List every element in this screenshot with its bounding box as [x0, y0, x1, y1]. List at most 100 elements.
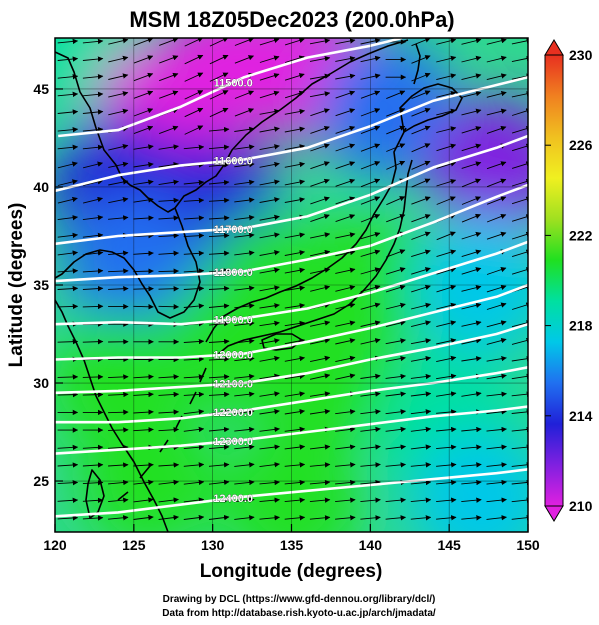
wind-arrow-378	[486, 178, 507, 188]
wind-arrow-149	[461, 391, 482, 397]
wind-arrow-274	[259, 267, 280, 274]
wind-arrow-323	[57, 215, 79, 221]
wind-arrow-229	[82, 303, 104, 310]
wind-arrow-446	[284, 108, 306, 115]
wind-arrow-231	[133, 304, 154, 310]
wind-arrow-493	[511, 73, 528, 80]
wind-arrow-206	[461, 338, 482, 345]
wind-arrow-205	[436, 338, 457, 345]
contour-line-5	[55, 283, 528, 361]
wind-arrow-529	[461, 38, 482, 45]
wind-arrow-113	[511, 426, 528, 433]
wind-arrow-284	[511, 267, 528, 275]
wind-arrow-228	[57, 303, 79, 310]
wind-arrow-248	[82, 285, 104, 292]
wind-arrow-261	[411, 284, 431, 293]
wind-arrow-2	[108, 515, 129, 521]
wind-arrow-511	[486, 55, 507, 63]
contour-line-6	[55, 322, 528, 395]
wind-arrow-239	[335, 302, 356, 310]
wind-arrow-521	[259, 38, 280, 46]
wind-arrow-224	[436, 320, 457, 328]
wind-arrow-152	[57, 374, 79, 380]
wind-arrow-375	[411, 178, 431, 188]
wind-arrow-292	[234, 250, 255, 256]
wind-arrow-304	[57, 232, 79, 239]
wind-arrow-277	[335, 267, 356, 274]
wind-arrow-365	[158, 179, 179, 186]
wind-arrow-78	[108, 444, 129, 451]
wind-arrow-143	[309, 391, 331, 397]
wind-arrow-81	[183, 444, 205, 450]
wind-arrow-33	[410, 497, 432, 503]
wind-arrow-325	[108, 215, 129, 221]
wind-arrow-122	[259, 408, 280, 415]
wind-arrow-181	[310, 355, 331, 363]
wind-arrow-501	[234, 55, 255, 64]
wind-arrow-98	[133, 427, 154, 433]
wind-arrow-505	[335, 55, 356, 62]
wind-arrow-247	[57, 285, 79, 292]
wind-arrow-52	[410, 479, 432, 486]
y-tick-label-2: 35	[33, 277, 49, 293]
wind-arrow-412	[386, 143, 406, 152]
wind-arrow-401	[108, 143, 129, 151]
wind-arrow-65	[259, 462, 280, 468]
wind-arrow-19	[57, 497, 79, 504]
wind-arrow-530	[486, 38, 507, 45]
wind-arrow-423	[184, 125, 204, 135]
wind-arrow-162	[310, 373, 331, 380]
wind-arrow-309	[183, 232, 205, 239]
wind-arrow-15	[436, 515, 457, 521]
wind-arrow-245	[486, 302, 507, 310]
wind-arrow-471	[436, 90, 457, 98]
wind-arrow-97	[108, 427, 129, 433]
wind-arrow-150	[486, 391, 507, 397]
wind-arrow-406	[234, 144, 255, 150]
wind-arrow-103	[259, 426, 280, 433]
wind-arrow-58	[82, 462, 104, 468]
wind-arrow-528	[436, 38, 457, 45]
wind-arrow-361	[57, 179, 78, 186]
coastline-asia-mainland	[55, 39, 409, 213]
wind-arrow-40	[108, 479, 129, 486]
wind-arrow-476	[82, 73, 104, 80]
wind-arrow-14	[410, 515, 432, 521]
wind-arrow-288	[133, 250, 154, 257]
wind-arrow-388	[259, 161, 280, 168]
wind-arrow-463	[234, 90, 255, 99]
wind-arrow-386	[208, 162, 230, 168]
wind-arrow-227	[511, 320, 528, 328]
wind-arrow-428	[310, 125, 330, 134]
wind-arrow-281	[436, 267, 457, 275]
wind-arrow-429	[335, 125, 356, 134]
wind-arrow-92	[461, 444, 482, 450]
x-tick-label-2: 130	[201, 537, 225, 553]
wind-arrow-235	[234, 303, 255, 309]
wind-arrow-358	[461, 196, 482, 205]
wind-arrow-490	[436, 73, 457, 81]
wind-arrow-447	[310, 108, 330, 117]
wind-arrow-252	[183, 285, 205, 292]
contour-label-2: 11700.0	[214, 224, 253, 236]
wind-arrow-215	[208, 321, 230, 327]
wind-arrow-513	[57, 38, 79, 45]
contour-label-1: 11600.0	[214, 156, 253, 168]
wind-arrow-328	[183, 215, 205, 221]
wind-arrow-8	[259, 515, 280, 521]
contour-label-6: 12100.0	[213, 379, 253, 391]
wind-arrow-421	[133, 125, 154, 135]
wind-arrow-301	[461, 249, 482, 258]
wind-arrow-272	[208, 268, 230, 274]
wind-arrow-257	[310, 285, 331, 292]
wind-arrow-100	[183, 426, 205, 433]
wind-arrow-203	[385, 338, 406, 345]
wind-arrow-299	[411, 249, 431, 258]
wind-arrow-313	[284, 232, 306, 239]
wind-arrow-291	[208, 250, 230, 257]
wind-arrow-125	[335, 409, 356, 415]
wind-arrow-356	[411, 196, 431, 205]
wind-arrow-255	[259, 285, 280, 292]
wind-arrow-64	[234, 462, 255, 468]
wind-arrow-387	[234, 162, 255, 168]
